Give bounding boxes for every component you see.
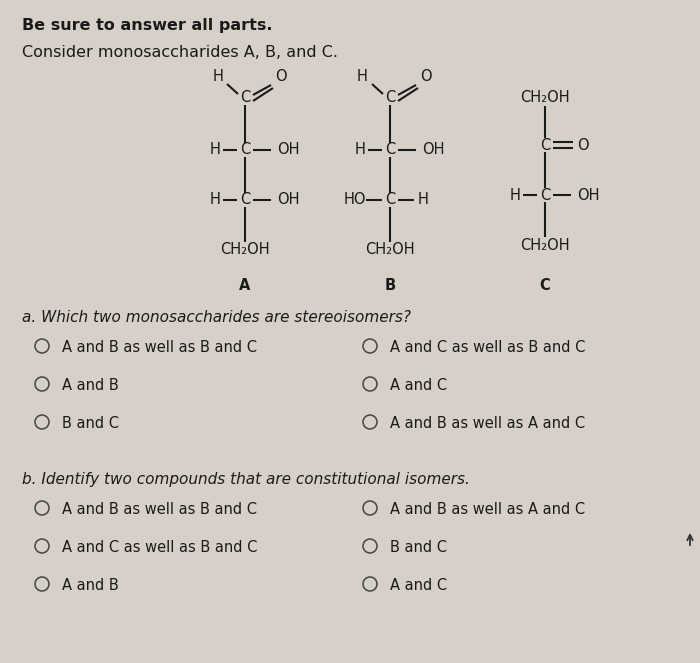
Text: O: O — [275, 69, 286, 84]
Text: a. Which two monosaccharides are stereoisomers?: a. Which two monosaccharides are stereoi… — [22, 310, 411, 325]
Text: C: C — [385, 143, 395, 158]
Text: B: B — [384, 278, 395, 293]
Text: C: C — [540, 137, 550, 152]
Text: H: H — [418, 192, 429, 208]
Text: C: C — [540, 188, 550, 202]
Text: H: H — [510, 188, 520, 202]
Text: A and B: A and B — [62, 378, 119, 393]
Text: A and C as well as B and C: A and C as well as B and C — [390, 340, 585, 355]
Text: A and B as well as B and C: A and B as well as B and C — [62, 502, 257, 517]
Text: C: C — [240, 91, 250, 105]
Text: A and C as well as B and C: A and C as well as B and C — [62, 540, 258, 555]
Text: b. Identify two compounds that are constitutional isomers.: b. Identify two compounds that are const… — [22, 472, 470, 487]
Text: CH₂OH: CH₂OH — [520, 237, 570, 253]
Text: OH: OH — [277, 143, 300, 158]
Text: O: O — [577, 137, 589, 152]
Text: A and B as well as A and C: A and B as well as A and C — [390, 502, 585, 517]
Text: H: H — [209, 192, 220, 208]
Text: CH₂OH: CH₂OH — [520, 91, 570, 105]
Text: H: H — [209, 143, 220, 158]
Text: A and B as well as A and C: A and B as well as A and C — [390, 416, 585, 431]
Text: Consider monosaccharides A, B, and C.: Consider monosaccharides A, B, and C. — [22, 45, 338, 60]
Text: OH: OH — [277, 192, 300, 208]
Text: A and B: A and B — [62, 578, 119, 593]
Text: A and C: A and C — [390, 578, 447, 593]
Text: O: O — [420, 69, 432, 84]
Text: HO: HO — [344, 192, 366, 208]
Text: C: C — [240, 192, 250, 208]
Text: C: C — [385, 91, 395, 105]
Text: CH₂OH: CH₂OH — [365, 243, 415, 257]
Text: H: H — [357, 69, 368, 84]
Text: H: H — [355, 143, 365, 158]
Text: OH: OH — [422, 143, 444, 158]
Text: B and C: B and C — [62, 416, 119, 431]
Text: OH: OH — [577, 188, 599, 202]
Text: C: C — [240, 143, 250, 158]
Text: B and C: B and C — [390, 540, 447, 555]
Text: A and C: A and C — [390, 378, 447, 393]
Text: C: C — [385, 192, 395, 208]
Text: A and B as well as B and C: A and B as well as B and C — [62, 340, 257, 355]
Text: H: H — [212, 69, 223, 84]
Text: Be sure to answer all parts.: Be sure to answer all parts. — [22, 18, 272, 33]
Text: A: A — [239, 278, 251, 293]
Text: C: C — [540, 278, 550, 293]
Text: CH₂OH: CH₂OH — [220, 243, 270, 257]
